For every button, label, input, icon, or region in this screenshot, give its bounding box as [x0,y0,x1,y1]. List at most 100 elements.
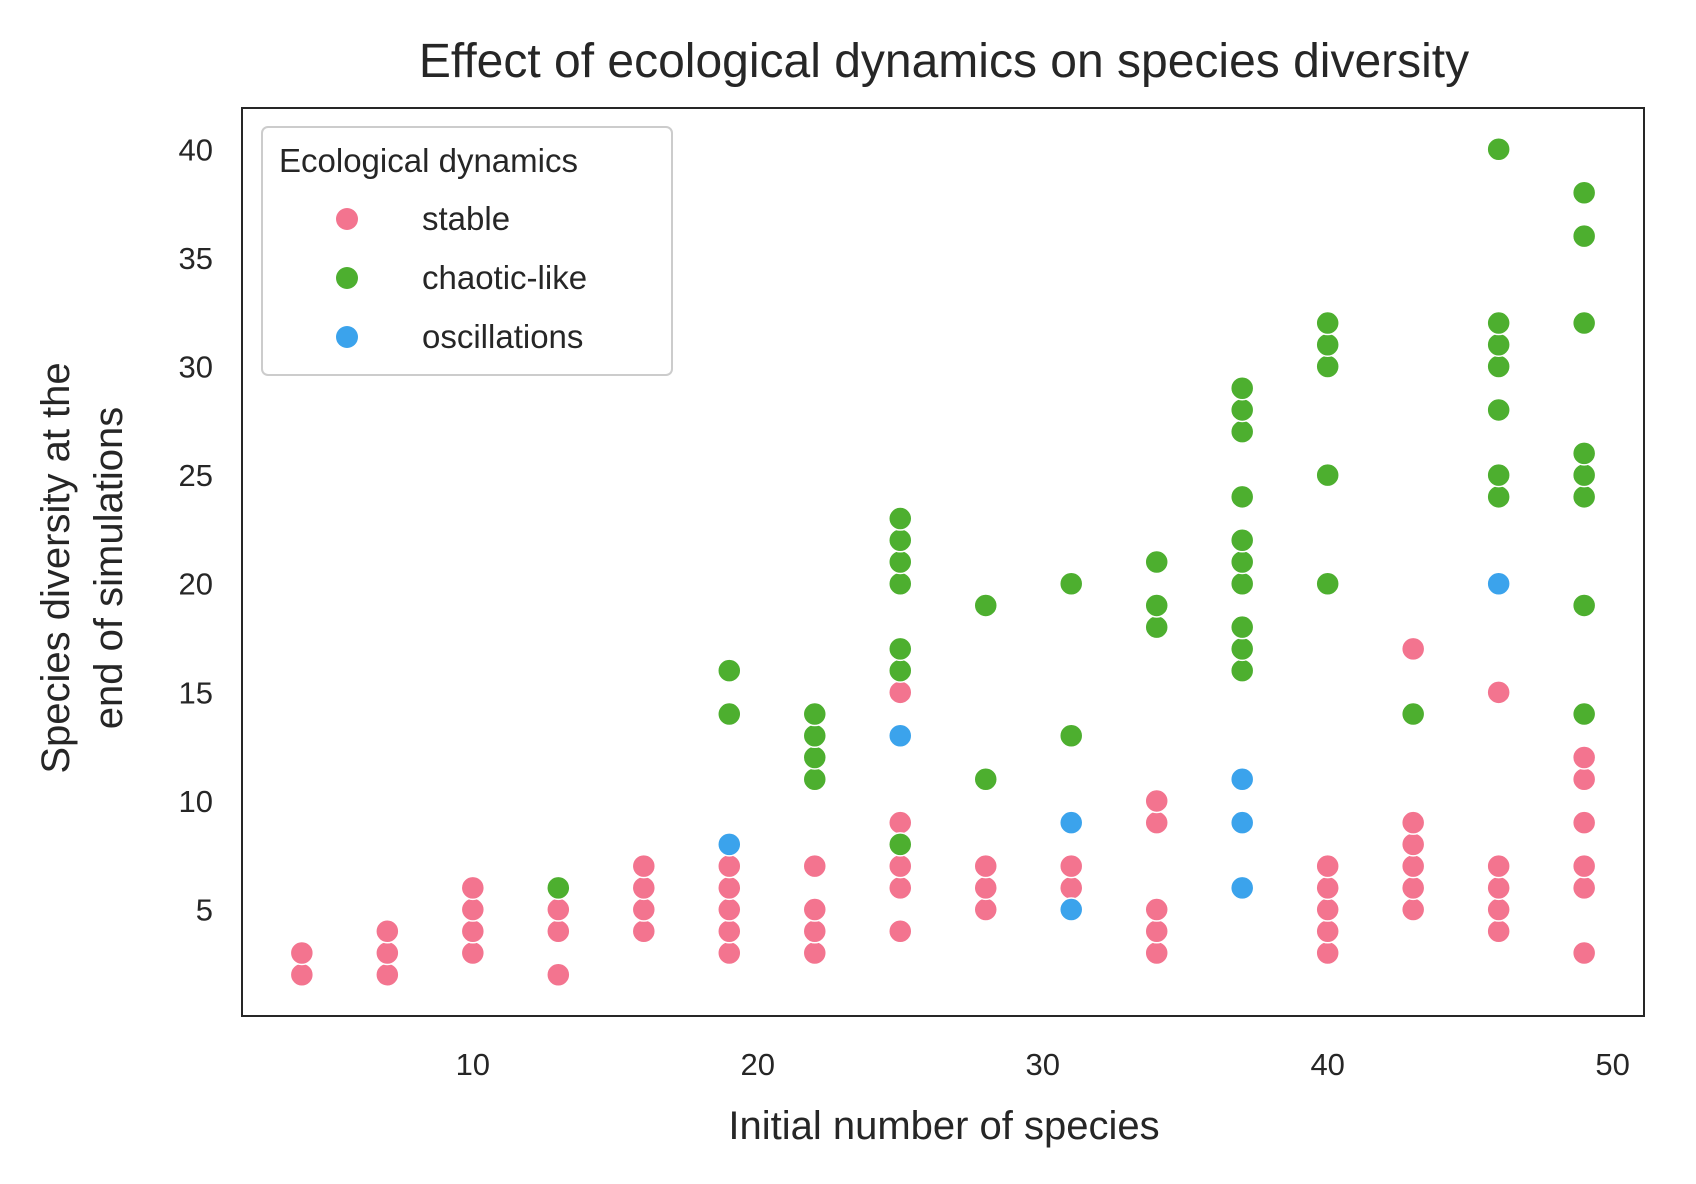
data-point-chaotic-like [1571,462,1597,488]
data-point-oscillations [1229,810,1255,835]
data-point-stable [888,680,913,705]
data-point-stable [973,897,998,922]
data-point-chaotic-like [1315,354,1340,379]
data-point-chaotic-like [1571,310,1597,336]
data-point-stable [631,853,657,879]
data-point-chaotic-like [1229,571,1255,596]
data-point-oscillations [888,723,913,749]
x-axis-label: Initial number of species [728,1104,1159,1148]
legend-label-chaotic-like: chaotic-like [422,259,587,296]
data-point-chaotic-like [1229,375,1255,401]
data-point-chaotic-like [1058,571,1084,596]
data-point-stable [1144,897,1169,922]
data-point-stable [375,962,400,987]
data-point-stable [1486,875,1511,901]
data-point-stable [888,875,913,901]
y-tick-label: 20 [179,567,213,602]
y-axis-label: Species diversity at the end of simulati… [34,362,131,773]
data-point-stable [1400,636,1426,662]
data-point-chaotic-like [1229,658,1255,683]
data-point-stable [1571,853,1597,879]
data-point-chaotic-like [1229,614,1255,640]
x-tick-label: 30 [1025,1047,1059,1082]
data-point-chaotic-like [802,745,828,770]
data-point-stable [1144,940,1169,966]
data-point-stable [631,875,657,901]
data-point-chaotic-like [888,571,913,596]
plot-frame [241,107,1645,1017]
data-point-stable [1400,832,1426,857]
data-point-oscillations [1058,810,1084,835]
data-point-chaotic-like [546,875,571,901]
data-point-stable [717,897,742,922]
data-point-chaotic-like [1571,441,1597,466]
data-point-chaotic-like [1229,484,1255,510]
data-point-chaotic-like [888,528,913,553]
data-point-stable [631,897,657,922]
data-point-chaotic-like [1486,484,1511,510]
data-point-stable [1486,897,1511,922]
x-tick-label: 50 [1595,1047,1629,1082]
data-point-stable [802,919,828,944]
data-point-stable [289,940,315,966]
legend-label-stable: stable [422,200,510,237]
data-point-stable [1058,875,1084,901]
data-point-oscillations [1229,875,1255,901]
data-point-chaotic-like [1400,701,1426,727]
data-point-chaotic-like [1315,332,1340,358]
data-point-oscillations [717,832,742,857]
data-point-chaotic-like [1571,593,1597,618]
data-point-stable [1315,940,1340,966]
y-tick-label: 40 [179,132,213,167]
data-point-chaotic-like [717,658,742,683]
legend-marker-chaotic-like [336,267,358,289]
data-points [289,137,1597,987]
data-point-chaotic-like [888,506,913,531]
data-point-stable [1058,853,1084,879]
legend-marker-stable [336,208,358,230]
data-point-stable [375,919,400,944]
data-point-chaotic-like [888,658,913,683]
data-point-chaotic-like [1315,462,1340,488]
data-point-stable [546,962,571,987]
data-point-chaotic-like [1229,397,1255,423]
data-point-chaotic-like [1229,528,1255,553]
data-point-stable [888,919,913,944]
data-point-chaotic-like [1571,223,1597,249]
data-point-stable [375,940,400,966]
y-tick-label: 5 [196,893,213,928]
data-point-chaotic-like [888,832,913,857]
data-point-oscillations [1058,897,1084,922]
data-point-stable [1571,766,1597,792]
data-point-chaotic-like [1144,614,1169,640]
data-point-chaotic-like [1571,484,1597,510]
data-point-stable [1486,919,1511,944]
data-point-stable [802,940,828,966]
data-point-stable [631,919,657,944]
data-point-stable [289,962,315,987]
legend-label-oscillations: oscillations [422,318,583,355]
data-point-stable [802,853,828,879]
data-point-chaotic-like [802,766,828,792]
data-point-stable [460,897,486,922]
data-point-stable [1315,875,1340,901]
data-point-stable [717,919,742,944]
chart-title: Effect of ecological dynamics on species… [419,35,1469,88]
y-axis-ticks: 5 10 15 20 25 30 35 40 [179,132,213,927]
data-point-chaotic-like [1315,571,1340,596]
data-point-chaotic-like [973,766,998,792]
data-point-stable [973,875,998,901]
data-point-chaotic-like [1486,310,1511,336]
legend-marker-oscillations [336,326,358,348]
data-point-stable [546,919,571,944]
y-tick-label: 30 [179,349,213,384]
data-point-stable [1571,940,1597,966]
legend-box [261,126,673,376]
data-point-chaotic-like [1571,701,1597,727]
data-point-stable [1400,875,1426,901]
data-point-stable [1144,919,1169,944]
data-point-stable [1315,919,1340,944]
data-point-oscillations [1486,571,1511,596]
